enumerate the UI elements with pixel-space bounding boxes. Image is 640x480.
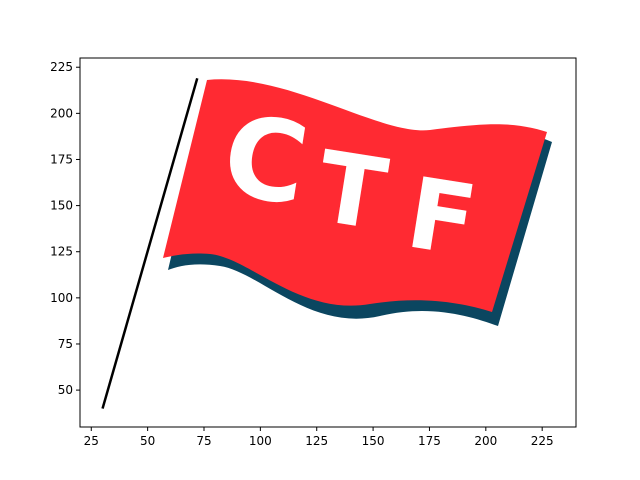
x-tick-label: 175 (418, 434, 441, 448)
flag-pole-line (101, 77, 199, 409)
y-tick-label: 175 (50, 152, 73, 166)
y-tick-label: 225 (50, 60, 73, 74)
x-tick-label: 100 (249, 434, 272, 448)
x-tick-label: 225 (531, 434, 554, 448)
x-tick-label: 25 (84, 434, 99, 448)
x-tick-label: 125 (305, 434, 328, 448)
axes-frame (79, 57, 577, 428)
flag-shape (163, 79, 547, 312)
ctf-flag-logo: C T F (163, 79, 552, 326)
y-tick-label: 125 (50, 245, 73, 259)
x-tick-label: 75 (196, 434, 211, 448)
flag-lettering: C T F (215, 90, 484, 279)
x-axis: 25 50 75 100 125 150 175 200 225 (84, 427, 554, 448)
plot-lines (101, 77, 199, 409)
y-tick-label: 50 (58, 383, 73, 397)
y-axis: 50 75 100 125 150 175 200 225 (50, 60, 80, 397)
y-tick-label: 150 (50, 199, 73, 213)
x-tick-label: 150 (362, 434, 385, 448)
flag-letter-c: C (215, 90, 317, 231)
x-tick-label: 50 (140, 434, 155, 448)
y-tick-label: 200 (50, 106, 73, 120)
y-tick-label: 100 (50, 291, 73, 305)
x-tick-label: 200 (474, 434, 497, 448)
y-tick-label: 75 (58, 337, 73, 351)
